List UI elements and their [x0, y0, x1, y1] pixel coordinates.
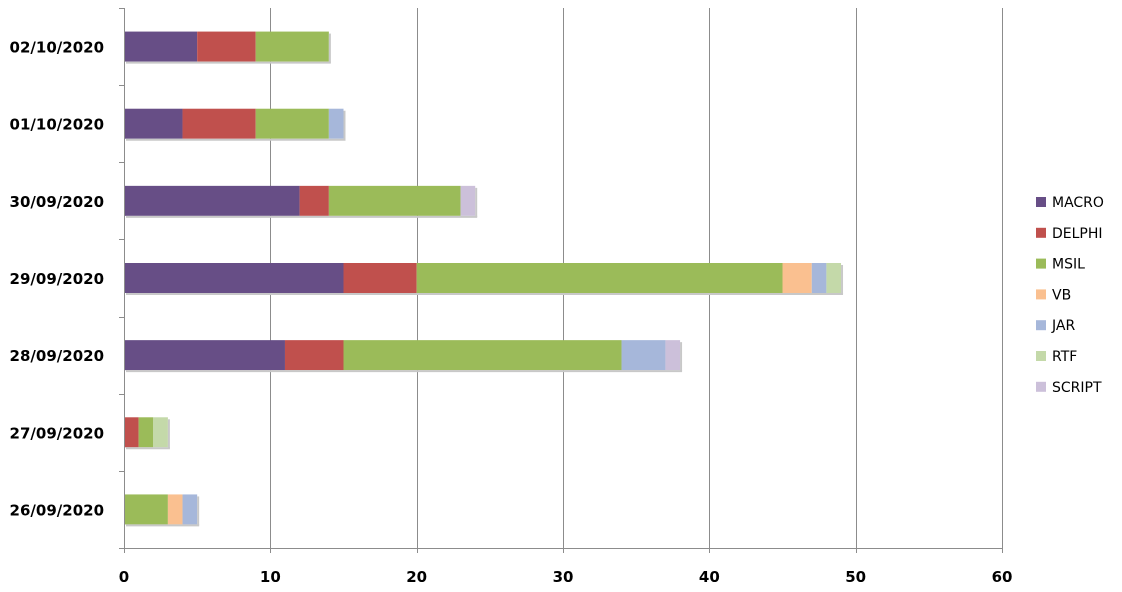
- x-tick-label: 60: [992, 568, 1013, 586]
- legend-label-script: SCRIPT: [1052, 380, 1102, 396]
- legend: MACRO DELPHI MSIL VB JAR RTF SCRIPT: [1036, 195, 1104, 396]
- legend-label-rtf: RTF: [1052, 349, 1077, 365]
- bar-segment-delphi: [124, 417, 139, 448]
- x-tick-label: 0: [119, 568, 129, 586]
- bar-segment-macro: [124, 185, 300, 216]
- bar-segment-macro: [124, 340, 285, 371]
- bar-segment-macro: [124, 263, 344, 293]
- legend-swatch-delphi: [1036, 227, 1046, 238]
- bar-segment-script: [460, 185, 476, 216]
- x-tick-label: 30: [553, 568, 574, 586]
- bar-segment-macro: [124, 31, 198, 62]
- y-category-label: 01/10/2020: [10, 116, 104, 134]
- legend-label-delphi: DELPHI: [1052, 226, 1103, 242]
- bar-segment-msil: [343, 340, 622, 371]
- legend-swatch-jar: [1036, 320, 1046, 331]
- x-tick-label: 50: [845, 568, 866, 586]
- legend-label-jar: JAR: [1051, 318, 1075, 334]
- legend-label-msil: MSIL: [1052, 257, 1085, 273]
- bar-segment-macro: [124, 108, 183, 139]
- bar-segment-script: [665, 340, 681, 371]
- bar-segment-msil: [328, 185, 461, 216]
- y-category-label: 02/10/2020: [10, 39, 104, 57]
- legend-swatch-script: [1036, 381, 1046, 392]
- bar-segment-delphi: [197, 31, 256, 62]
- legend-swatch-msil: [1036, 258, 1046, 269]
- bar-segment-msil: [255, 31, 329, 62]
- y-category-label: 26/09/2020: [10, 501, 104, 519]
- bar-segment-delphi: [182, 108, 256, 139]
- bar-segment-delphi: [299, 185, 329, 216]
- bar-segment-msil: [124, 494, 168, 525]
- bar-segment-jar: [182, 494, 198, 525]
- y-category-label: 29/09/2020: [10, 270, 104, 288]
- axes: 0 10 20 30 40 50 60 02/10/2020 01/10/2020 30/09/2…: [10, 8, 1013, 586]
- bar-segment-msil: [255, 108, 329, 139]
- bars: [124, 31, 844, 527]
- bar-segment-delphi: [343, 263, 417, 293]
- legend-swatch-rtf: [1036, 351, 1046, 361]
- bar-segment-delphi: [284, 340, 344, 371]
- legend-swatch-macro: [1036, 197, 1046, 207]
- bar-segment-jar: [621, 340, 666, 371]
- y-category-label: 27/09/2020: [10, 424, 104, 442]
- x-tick-label: 20: [406, 568, 427, 586]
- bar-segment-rtf: [826, 263, 842, 293]
- x-tick-label: 40: [699, 568, 720, 586]
- y-category-label: 28/09/2020: [10, 347, 104, 365]
- legend-swatch-vb: [1036, 289, 1046, 300]
- legend-label-macro: MACRO: [1052, 195, 1104, 211]
- bar-segment-rtf: [153, 417, 168, 448]
- bar-segment-vb: [782, 263, 812, 293]
- bar-segment-jar: [328, 108, 344, 139]
- x-tick-label: 10: [260, 568, 281, 586]
- bar-segment-vb: [167, 494, 183, 525]
- legend-label-vb: VB: [1052, 287, 1071, 303]
- bar-segment-msil: [416, 263, 783, 293]
- bar-segment-msil: [138, 417, 154, 448]
- bar-segment-jar: [811, 263, 827, 293]
- y-category-label: 30/09/2020: [10, 193, 104, 211]
